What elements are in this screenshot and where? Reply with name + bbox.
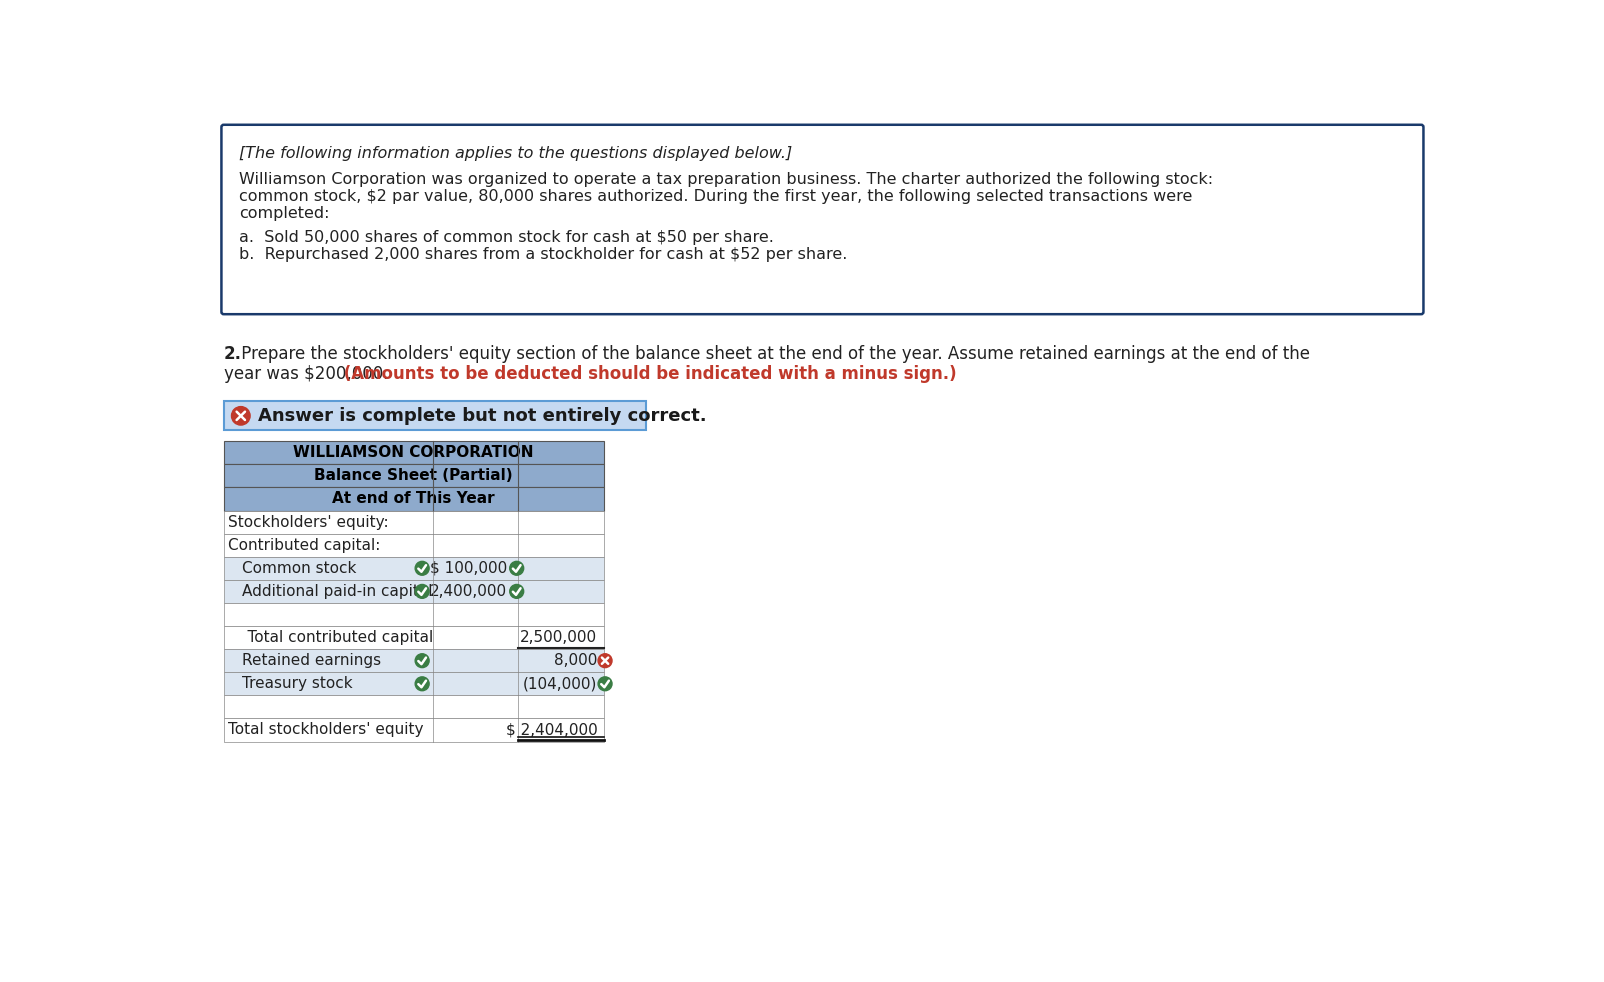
FancyBboxPatch shape xyxy=(223,487,603,511)
Text: Common stock: Common stock xyxy=(242,561,356,575)
FancyBboxPatch shape xyxy=(223,603,603,627)
Circle shape xyxy=(415,562,430,575)
Text: Williamson Corporation was organized to operate a tax preparation business. The : Williamson Corporation was organized to … xyxy=(239,172,1213,187)
Circle shape xyxy=(510,562,523,575)
Circle shape xyxy=(231,407,250,425)
Text: Stockholders' equity:: Stockholders' equity: xyxy=(228,515,390,529)
Circle shape xyxy=(598,654,613,668)
Text: [The following information applies to the questions displayed below.]: [The following information applies to th… xyxy=(239,145,792,161)
FancyBboxPatch shape xyxy=(223,649,603,673)
FancyBboxPatch shape xyxy=(223,557,603,579)
Text: a.  Sold 50,000 shares of common stock for cash at $50 per share.: a. Sold 50,000 shares of common stock fo… xyxy=(239,230,775,246)
Text: $ 100,000: $ 100,000 xyxy=(430,561,507,575)
FancyBboxPatch shape xyxy=(223,511,603,533)
Text: WILLIAMSON CORPORATION: WILLIAMSON CORPORATION xyxy=(294,445,534,461)
FancyBboxPatch shape xyxy=(223,673,603,695)
Text: completed:: completed: xyxy=(239,205,330,221)
Circle shape xyxy=(510,584,523,598)
Text: Prepare the stockholders' equity section of the balance sheet at the end of the : Prepare the stockholders' equity section… xyxy=(236,345,1310,363)
FancyBboxPatch shape xyxy=(223,402,646,430)
Text: year was $200,000.: year was $200,000. xyxy=(223,365,388,383)
Text: Additional paid-in capital: Additional paid-in capital xyxy=(242,584,433,599)
Text: Balance Sheet (Partial): Balance Sheet (Partial) xyxy=(314,468,513,483)
Circle shape xyxy=(415,677,430,690)
FancyBboxPatch shape xyxy=(223,579,603,603)
FancyBboxPatch shape xyxy=(223,464,603,487)
Text: Treasury stock: Treasury stock xyxy=(242,677,353,691)
FancyBboxPatch shape xyxy=(223,695,603,719)
Text: At end of This Year: At end of This Year xyxy=(332,491,496,507)
Text: $ 2,404,000: $ 2,404,000 xyxy=(505,723,597,737)
FancyBboxPatch shape xyxy=(223,627,603,649)
Circle shape xyxy=(598,677,613,690)
FancyBboxPatch shape xyxy=(221,125,1423,314)
Text: Retained earnings: Retained earnings xyxy=(242,653,382,668)
Text: 2,500,000: 2,500,000 xyxy=(520,630,597,645)
Circle shape xyxy=(415,654,430,668)
Text: 2,400,000: 2,400,000 xyxy=(430,584,507,599)
Text: Contributed capital:: Contributed capital: xyxy=(228,538,380,553)
FancyBboxPatch shape xyxy=(223,441,603,464)
Text: Total stockholders' equity: Total stockholders' equity xyxy=(228,723,423,737)
FancyBboxPatch shape xyxy=(223,719,603,741)
Text: b.  Repurchased 2,000 shares from a stockholder for cash at $52 per share.: b. Repurchased 2,000 shares from a stock… xyxy=(239,247,847,262)
Text: Total contributed capital: Total contributed capital xyxy=(228,630,433,645)
Text: Answer is complete but not entirely correct.: Answer is complete but not entirely corr… xyxy=(258,407,706,425)
Text: 2.: 2. xyxy=(223,345,242,363)
Circle shape xyxy=(415,584,430,598)
Text: 8,000: 8,000 xyxy=(553,653,597,668)
FancyBboxPatch shape xyxy=(223,533,603,557)
Text: (104,000): (104,000) xyxy=(523,677,597,691)
Text: common stock, $2 par value, 80,000 shares authorized. During the first year, the: common stock, $2 par value, 80,000 share… xyxy=(239,189,1193,203)
Text: (Amounts to be deducted should be indicated with a minus sign.): (Amounts to be deducted should be indica… xyxy=(338,365,958,383)
